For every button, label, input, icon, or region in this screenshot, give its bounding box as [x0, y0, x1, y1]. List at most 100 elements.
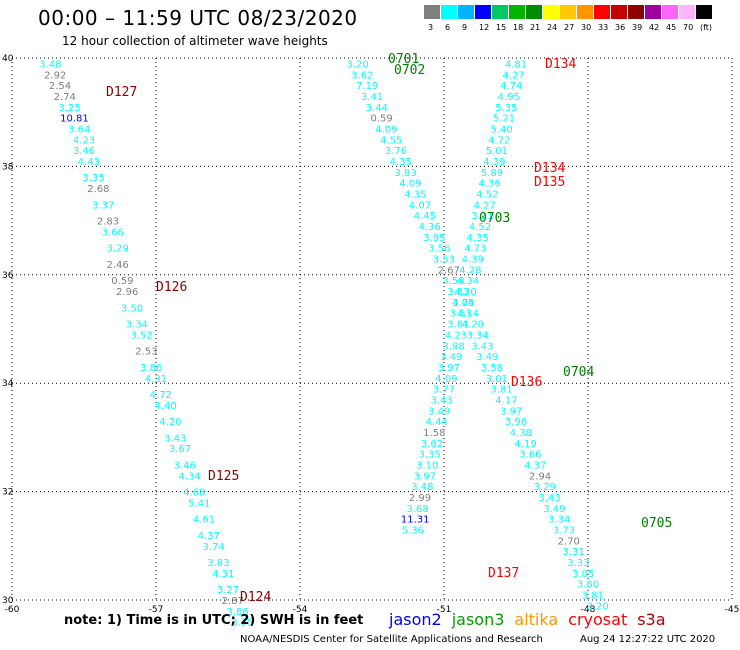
- pass-label: D134: [545, 57, 576, 72]
- swh-value: 3.52: [130, 330, 152, 341]
- swh-value: 2.70: [558, 536, 580, 547]
- swh-value: 3.31: [562, 547, 584, 558]
- swh-value: 4.20: [462, 320, 484, 331]
- scale-label: 30: [581, 23, 592, 32]
- swh-value: 4.34: [457, 276, 479, 287]
- scale-swatch: [543, 5, 559, 19]
- y-tick-label: 36: [2, 271, 14, 281]
- scale-swatch: [628, 5, 644, 19]
- scale-swatch: [679, 5, 695, 19]
- x-tick-label: -48: [581, 605, 596, 615]
- swh-value: 3.49: [476, 352, 498, 363]
- swh-value: 4.52: [476, 190, 498, 201]
- swh-value: 3.01: [486, 374, 508, 385]
- swh-value: 4.37: [524, 461, 546, 472]
- swh-value: 3.33: [567, 558, 589, 569]
- swh-value: 5.89: [481, 168, 503, 179]
- swh-value: 4.39: [483, 157, 505, 168]
- swh-value: 4.04: [452, 298, 474, 309]
- swh-value: 3.25: [58, 103, 80, 114]
- scale-label: 70: [683, 23, 694, 32]
- scale-swatch: [662, 5, 678, 19]
- swh-value: 3.62: [421, 439, 443, 450]
- swh-value: 3.43: [471, 341, 493, 352]
- swh-value: 4.17: [495, 395, 517, 406]
- swh-value: 3.56: [428, 244, 450, 255]
- scale-label: 9: [462, 23, 468, 32]
- swh-value: 2.54: [49, 81, 71, 92]
- legend-s3a: s3a: [637, 610, 666, 629]
- swh-value: 3.34: [126, 320, 148, 331]
- swh-value: 3.97: [438, 363, 460, 374]
- swh-value: 0.59: [370, 114, 392, 125]
- swh-value: 3.48: [411, 482, 433, 493]
- pass-label: D127: [106, 85, 137, 100]
- swh-value: 4.07: [409, 200, 431, 211]
- swh-value: 3.81: [447, 320, 469, 331]
- scale-swatch: [492, 5, 508, 19]
- swh-value: 4.27: [502, 70, 524, 81]
- y-tick-label: 38: [2, 162, 14, 172]
- scale-swatch: [458, 5, 474, 19]
- swh-value: 2.67: [438, 265, 460, 276]
- swh-value: 2.74: [54, 92, 76, 103]
- swh-value: 3.48: [39, 59, 61, 70]
- swh-value: 3.46: [73, 146, 95, 157]
- swh-value: 3.49: [543, 504, 565, 515]
- swh-value: 5.40: [490, 124, 512, 135]
- swh-value: 3.83: [207, 558, 229, 569]
- swh-value: 2.83: [97, 217, 119, 228]
- swh-value: 3.86: [226, 607, 248, 618]
- swh-value: 3.41: [361, 92, 383, 103]
- scale-label: 39: [632, 23, 643, 32]
- scale-label: 36: [615, 23, 626, 32]
- chart-subtitle: 12 hour collection of altimeter wave hei…: [62, 34, 328, 48]
- swh-value: 3.50: [121, 303, 143, 314]
- swh-value: 3.76: [385, 146, 407, 157]
- swh-value: 3.81: [582, 591, 604, 602]
- legend-cryosat: cryosat: [568, 610, 628, 629]
- pass-label: D136: [511, 375, 542, 390]
- swh-value: 10.81: [60, 114, 89, 125]
- swh-value: 3.75: [452, 298, 474, 309]
- swh-value: 2.96: [116, 287, 138, 298]
- swh-value: 5.41: [188, 498, 210, 509]
- swh-value: 4.23: [445, 330, 467, 341]
- x-tick-label: -54: [293, 605, 308, 615]
- swh-value: 3.20: [346, 59, 368, 70]
- footer-timestamp: Aug 24 12:27:22 UTC 2020: [580, 634, 716, 645]
- swh-value: 3.58: [442, 276, 464, 287]
- legend-jason3: jason3: [451, 610, 505, 629]
- swh-value: 3.53: [433, 255, 455, 266]
- swh-value: 4.09: [435, 374, 457, 385]
- swh-value: 3.05: [572, 569, 594, 580]
- pass-label: D124: [240, 590, 271, 605]
- swh-value: 5.35: [495, 103, 517, 114]
- swh-value: 3.62: [351, 70, 373, 81]
- swh-value: 4.40: [154, 401, 176, 412]
- scale-swatch: [611, 5, 627, 19]
- swh-value: 3.66: [519, 450, 541, 461]
- scale-swatch: [560, 5, 576, 19]
- y-tick-label: 30: [2, 596, 14, 606]
- legend-jason2: jason2: [389, 610, 442, 629]
- swh-value: 3.46: [174, 461, 196, 472]
- y-tick-label: 34: [2, 379, 14, 389]
- swh-value: 4.95: [498, 92, 520, 103]
- footer-note: note: 1) Time is in UTC; 2) SWH is in fe…: [64, 613, 364, 628]
- swh-value: 4.35: [466, 233, 488, 244]
- swh-value: 4.19: [514, 439, 536, 450]
- swh-value: 2.53: [135, 347, 157, 358]
- swh-value: 4.81: [505, 59, 527, 70]
- swh-value: 3.43: [430, 395, 452, 406]
- swh-value: 7.19: [356, 81, 378, 92]
- scale-swatch: [594, 5, 610, 19]
- swh-value: 2.46: [106, 260, 128, 271]
- scale-label: 21: [530, 23, 541, 32]
- swh-value: 3.49: [428, 406, 450, 417]
- scale-swatch: [577, 5, 593, 19]
- swh-value: 1.58: [423, 428, 445, 439]
- swh-value: 4.68: [183, 488, 205, 499]
- scale-label: 18: [513, 23, 524, 32]
- swh-value: 5.36: [402, 526, 424, 537]
